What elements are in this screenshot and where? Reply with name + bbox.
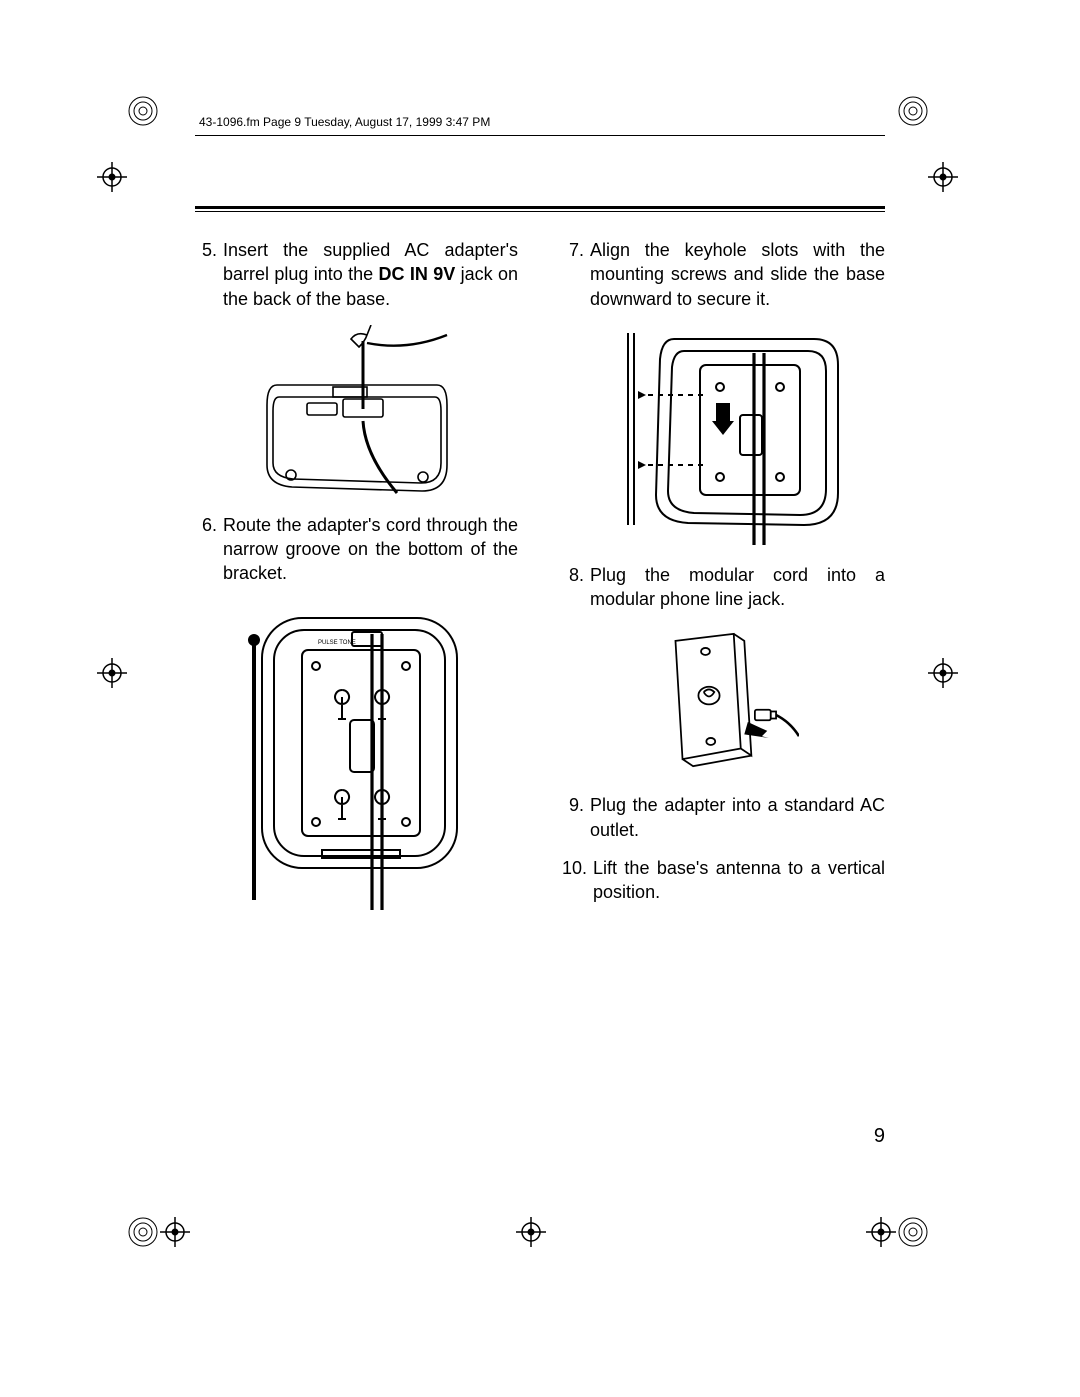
step-number: 5. bbox=[195, 238, 223, 311]
figure-step7 bbox=[562, 325, 885, 545]
step-number: 7. bbox=[562, 238, 590, 311]
step-10: 10. Lift the base's antenna to a vertica… bbox=[562, 856, 885, 905]
right-column: 7. Align the keyhole slots with the moun… bbox=[562, 238, 885, 928]
step-body: Align the keyhole slots with the mountin… bbox=[590, 238, 885, 311]
step-number: 10. bbox=[562, 856, 593, 905]
step-7: 7. Align the keyhole slots with the moun… bbox=[562, 238, 885, 311]
figure-step5 bbox=[195, 325, 518, 495]
cropmark-ring-tr bbox=[896, 94, 930, 128]
cropmark-cross-tl bbox=[97, 162, 127, 192]
cropmark-cross-mr bbox=[928, 658, 958, 688]
step-9: 9. Plug the adapter into a standard AC o… bbox=[562, 793, 885, 842]
header-rule-double bbox=[195, 206, 885, 212]
step-body: Route the adapter's cord through the nar… bbox=[223, 513, 518, 586]
step-body: Lift the base's antenna to a vertical po… bbox=[593, 856, 885, 905]
cropmark-cross-tr bbox=[928, 162, 958, 192]
svg-text:PULSE TONE: PULSE TONE bbox=[318, 640, 356, 646]
step-number: 6. bbox=[195, 513, 223, 586]
page-number: 9 bbox=[874, 1125, 885, 1148]
step-6: 6. Route the adapter's cord through the … bbox=[195, 513, 518, 586]
step-number: 8. bbox=[562, 563, 590, 612]
step-body: Insert the supplied AC adapter's barrel … bbox=[223, 238, 518, 311]
step-body: Plug the adapter into a standard AC outl… bbox=[590, 793, 885, 842]
cropmark-cross-mb bbox=[516, 1217, 546, 1247]
page-frame: 43-1096.fm Page 9 Tuesday, August 17, 19… bbox=[195, 115, 885, 928]
content-columns: 5. Insert the supplied AC adapter's barr… bbox=[195, 238, 885, 928]
figure-step6: PULSE TONE bbox=[195, 600, 518, 910]
step-8: 8. Plug the modular cord into a modular … bbox=[562, 563, 885, 612]
step-5: 5. Insert the supplied AC adapter's barr… bbox=[195, 238, 518, 311]
figure-step8 bbox=[562, 625, 885, 775]
cropmark-ring-tl bbox=[126, 94, 160, 128]
step-body: Plug the modular cord into a modular pho… bbox=[590, 563, 885, 612]
cropmark-cross-bl bbox=[160, 1217, 190, 1247]
running-header: 43-1096.fm Page 9 Tuesday, August 17, 19… bbox=[199, 115, 885, 129]
cropmark-ring-br bbox=[896, 1215, 930, 1249]
cropmark-cross-br bbox=[866, 1217, 896, 1247]
header-rule-thin bbox=[195, 135, 885, 136]
left-column: 5. Insert the supplied AC adapter's barr… bbox=[195, 238, 518, 928]
cropmark-ring-bl bbox=[126, 1215, 160, 1249]
cropmark-cross-ml bbox=[97, 658, 127, 688]
step-number: 9. bbox=[562, 793, 590, 842]
